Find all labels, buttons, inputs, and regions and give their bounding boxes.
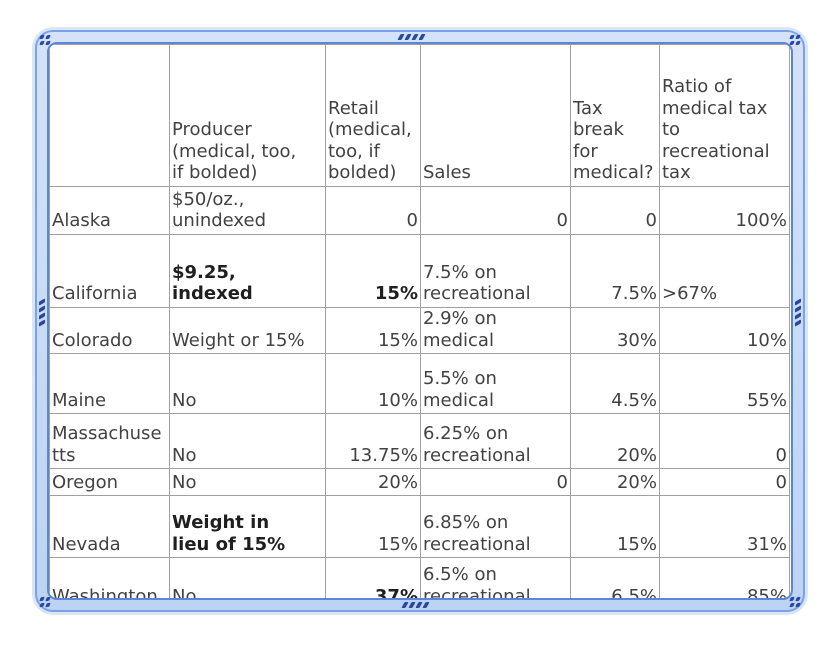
header-row: Producer (medical, too, if bolded) Retai… [49, 44, 790, 187]
table-cell[interactable]: 20% [570, 413, 660, 470]
table-cell[interactable]: Alaska [49, 186, 170, 235]
table-cell[interactable]: 6.5% on recreational [420, 557, 571, 598]
marquee-ants-bottom-right-icon [789, 596, 801, 608]
table-cell[interactable]: 37% [325, 557, 421, 598]
header-cell[interactable]: Tax break for medical? [570, 44, 660, 187]
marquee-ants-top-icon [397, 34, 426, 40]
table-cell[interactable]: Weight in lieu of 15% [169, 495, 326, 559]
table-cell[interactable]: Massachusetts [49, 413, 170, 470]
table-cell[interactable]: 100% [659, 186, 790, 235]
header-cell[interactable] [49, 44, 170, 187]
table-cell[interactable]: 15% [325, 306, 421, 355]
header-cell[interactable]: Producer (medical, too, if bolded) [169, 44, 326, 187]
table-cell[interactable]: California [49, 234, 170, 308]
table-cell[interactable]: >67% [659, 234, 790, 308]
table-cell[interactable]: 5.5% on medical [420, 353, 571, 415]
table-cell[interactable]: No [169, 413, 326, 470]
table-cell[interactable]: $9.25, indexed [169, 234, 326, 308]
table-row: California $9.25, indexed 15% 7.5% on recre… [49, 234, 790, 308]
table-cell[interactable]: 15% [570, 495, 660, 559]
marquee-ants-bottom-icon [401, 602, 430, 608]
header-cell[interactable]: Sales [420, 44, 571, 187]
marquee-ants-bottom-left-icon [39, 596, 51, 608]
table-cell[interactable]: 0 [659, 413, 790, 470]
table-cell[interactable]: Oregon [49, 468, 170, 497]
table-cell[interactable]: 15% [325, 495, 421, 559]
table-cell[interactable]: Weight or 15% [169, 306, 326, 355]
header-cell[interactable]: Retail (medical, too, if bolded) [325, 44, 421, 187]
table-row: Massachusetts No 13.75% 6.25% on recreation… [49, 413, 790, 470]
table-cell[interactable]: 20% [570, 468, 660, 497]
table-cell[interactable]: No [169, 468, 326, 497]
table-cell[interactable]: 6.5% [570, 557, 660, 598]
table-cell[interactable]: 55% [659, 353, 790, 415]
table-cell[interactable]: $50/oz., unindexed [169, 186, 326, 235]
header-cell[interactable]: Ratio of medical tax to recreational tax [659, 44, 790, 187]
table-cell[interactable]: Colorado [49, 306, 170, 355]
table-body: Producer (medical, too, if bolded) Retai… [49, 44, 790, 598]
table-cell[interactable]: 2.9% on medical [420, 306, 571, 355]
table-cell[interactable]: No [169, 557, 326, 598]
table-cell[interactable]: Washington [49, 557, 170, 598]
table-row: Washington No 37% 6.5% on recreational 6.5% 8… [49, 557, 790, 598]
marquee-ants-left-icon [39, 298, 45, 327]
marquee-ants-top-right-icon [789, 34, 801, 46]
table-cell[interactable]: Nevada [49, 495, 170, 559]
table-cell[interactable]: 6.25% on recreational [420, 413, 571, 470]
table-cell[interactable]: 0 [420, 468, 571, 497]
table-cell[interactable]: 0 [325, 186, 421, 235]
table-cell[interactable]: 31% [659, 495, 790, 559]
selection-marquee: Producer (medical, too, if bolded) Retai… [35, 30, 805, 612]
table-cell[interactable]: 7.5% [570, 234, 660, 308]
table-cell[interactable]: 15% [325, 234, 421, 308]
table-cell[interactable]: 20% [325, 468, 421, 497]
table-row: Maine No 10% 5.5% on medical 4.5% 55% [49, 353, 790, 415]
table-cell[interactable]: 10% [659, 306, 790, 355]
table-cell[interactable]: No [169, 353, 326, 415]
table-cell[interactable]: 10% [325, 353, 421, 415]
table-row: Oregon No 20% 0 20% 0 [49, 468, 790, 497]
table-row: Alaska $50/oz., unindexed 0 0 0 100% [49, 186, 790, 235]
table-row: Nevada Weight in lieu of 15% 15% 6.85% on r… [49, 495, 790, 559]
table-cell[interactable]: 0 [420, 186, 571, 235]
table-cell[interactable]: 0 [659, 468, 790, 497]
marquee-ants-right-icon [795, 298, 801, 327]
table-cell[interactable]: 4.5% [570, 353, 660, 415]
table-cell[interactable]: Maine [49, 353, 170, 415]
marquee-ants-top-left-icon [39, 34, 51, 46]
state-tax-table: Producer (medical, too, if bolded) Retai… [49, 44, 790, 598]
table-cell[interactable]: 6.85% on recreational [420, 495, 571, 559]
table-row: Colorado Weight or 15% 15% 2.9% on medical 3… [49, 306, 790, 355]
table-cell[interactable]: 7.5% on recreational [420, 234, 571, 308]
table-cell[interactable]: 30% [570, 306, 660, 355]
table-cell[interactable]: 85% [659, 557, 790, 598]
table-viewport: Producer (medical, too, if bolded) Retai… [47, 42, 793, 600]
table-cell[interactable]: 0 [570, 186, 660, 235]
table-cell[interactable]: 13.75% [325, 413, 421, 470]
